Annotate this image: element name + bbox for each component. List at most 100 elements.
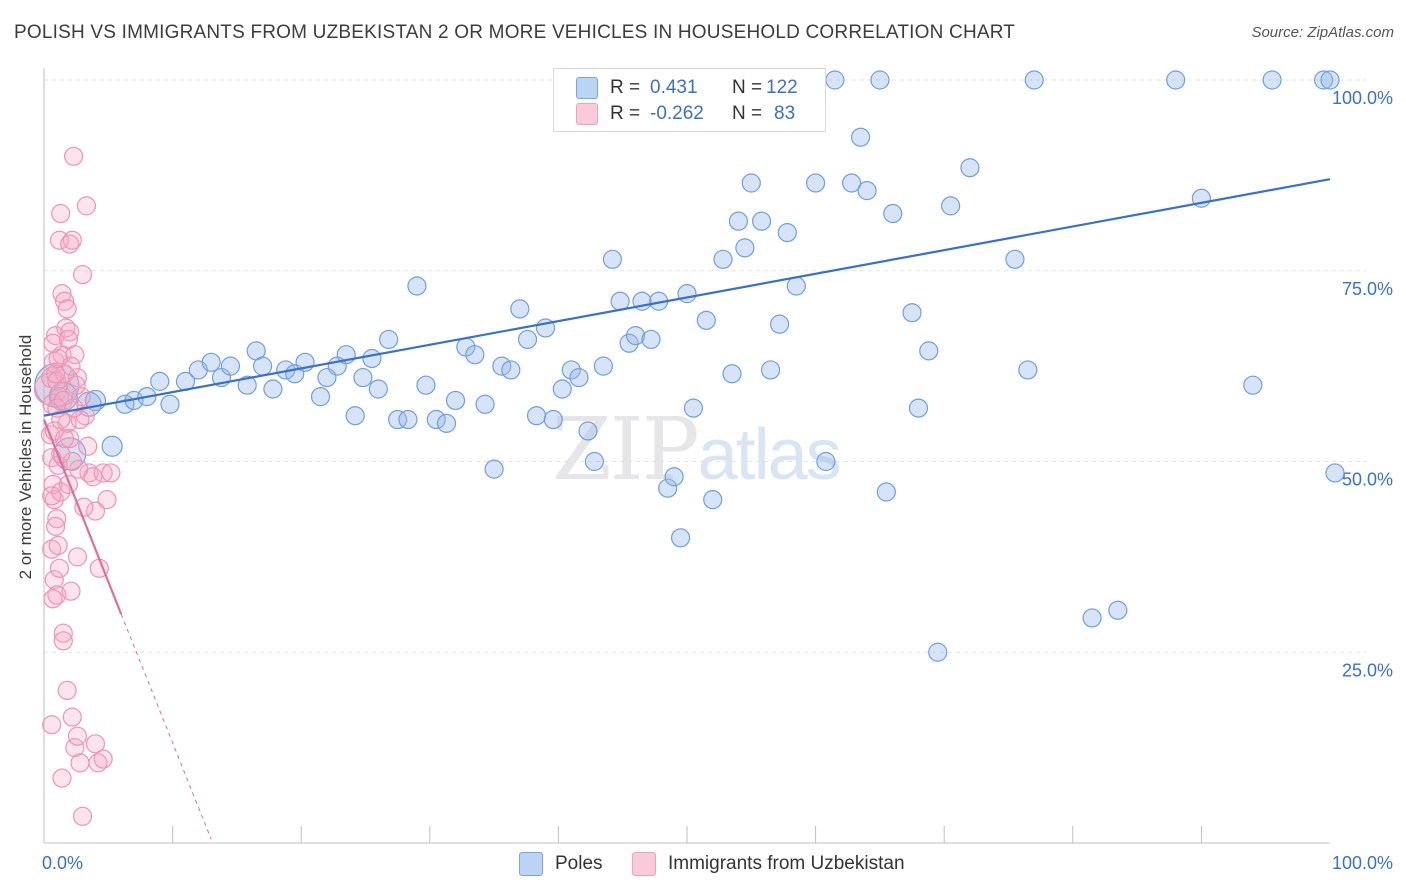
uzbekistan-point <box>69 459 89 479</box>
uzbekistan-point <box>67 367 88 388</box>
uzbekistan-point <box>67 726 88 746</box>
uzbekistan-point <box>42 715 62 735</box>
uzbekistan-point <box>53 390 73 411</box>
poles-point <box>569 367 589 388</box>
chart-title: POLISH VS IMMIGRANTS FROM UZBEKISTAN 2 O… <box>14 22 1016 43</box>
poles-point <box>445 390 466 411</box>
poles-point <box>1166 70 1186 90</box>
poles-point <box>658 478 678 498</box>
uzbekistan-point <box>79 463 99 483</box>
uzbekistan-point <box>75 406 95 426</box>
uzbekistan-trend-extension <box>120 613 212 840</box>
poles-point <box>805 173 826 193</box>
poles-point <box>416 375 436 395</box>
poles-point <box>253 356 273 376</box>
poles-point <box>552 379 572 399</box>
uzbekistan-point <box>60 322 80 342</box>
uzbekistan-point <box>42 486 62 506</box>
poles-point <box>407 276 427 296</box>
uzbekistan-point <box>54 291 75 311</box>
poles-point <box>842 173 862 193</box>
poles-point <box>741 173 761 193</box>
poles-point <box>602 249 623 269</box>
uzbekistan-point <box>65 738 85 758</box>
poles-point <box>584 451 605 472</box>
poles-point <box>728 211 749 231</box>
uzbekistan-point <box>70 409 90 430</box>
poles-point <box>664 467 684 487</box>
poles-point <box>1005 249 1025 269</box>
poles-point <box>1313 70 1334 90</box>
uzbekistan-point <box>47 585 67 605</box>
uzbekistan-point <box>45 516 66 536</box>
legend-item-poles[interactable]: Poles <box>519 852 603 876</box>
n-value-poles: 122 <box>766 77 798 98</box>
poles-point <box>677 284 697 304</box>
uzbekistan-point <box>49 558 70 578</box>
uzbekistan-point <box>51 203 71 224</box>
uzbekistan-point <box>45 364 66 384</box>
poles-point <box>851 127 871 147</box>
poles-point <box>777 223 797 243</box>
uzbekistan-swatch <box>576 103 598 125</box>
uzbekistan-trend-line <box>42 419 123 615</box>
poles-point <box>578 421 598 441</box>
bottom-legend: Poles Immigrants from Uzbekistan <box>0 852 1406 878</box>
poles-point <box>760 360 781 380</box>
poles-point <box>825 70 845 90</box>
poles-legend-label: Poles <box>555 853 603 874</box>
poles-point <box>625 326 646 346</box>
uzbekistan-point <box>61 356 81 376</box>
uzbekistan-point <box>62 451 82 472</box>
poles-point <box>1018 360 1038 380</box>
uzbekistan-point <box>71 387 91 407</box>
uzbekistan-point <box>47 371 67 391</box>
uzbekistan-point <box>53 623 73 643</box>
poles-point <box>1262 70 1282 90</box>
poles-point <box>619 333 639 353</box>
poles-swatch <box>576 77 598 99</box>
n-value-uzbekistan: 83 <box>774 103 796 124</box>
uzbekistan-point <box>66 375 86 395</box>
poles-point <box>362 348 382 369</box>
legend-item-uzbekistan[interactable]: Immigrants from Uzbekistan <box>632 852 905 876</box>
uzbekistan-legend-swatch <box>632 852 656 876</box>
r-label: R = <box>610 77 641 98</box>
poles-point <box>908 398 929 418</box>
uzbekistan-point <box>60 429 80 449</box>
stats-legend: R = 0.431 N = 122 R = -0.262 N = 83 <box>553 68 826 132</box>
n-label: N = <box>732 77 763 98</box>
stats-legend-row-poles: R = 0.431 N = 122 <box>576 75 798 101</box>
r-value-uzbekistan: -0.262 <box>650 103 704 124</box>
uzbekistan-point <box>57 299 77 319</box>
uzbekistan-point <box>48 535 68 556</box>
poles-point <box>1108 600 1128 620</box>
poles-point <box>517 329 538 350</box>
y-tick-label: 25.0% <box>1342 660 1393 680</box>
uzbekistan-point <box>85 734 106 754</box>
uzbekistan-point <box>52 284 72 304</box>
uzbekistan-point <box>63 146 84 166</box>
poles-point <box>593 356 614 376</box>
uzbekistan-point <box>51 409 71 430</box>
watermark-atlas: atlas <box>697 415 842 495</box>
uzbekistan-point <box>93 749 113 769</box>
poles-point <box>353 367 373 388</box>
poles-point <box>786 276 806 296</box>
uzbekistan-point <box>101 463 121 483</box>
y-tick-label: 100.0% <box>1332 88 1393 108</box>
poles-point <box>150 371 170 391</box>
poles-point <box>426 409 446 430</box>
poles-point <box>816 451 836 472</box>
uzbekistan-point <box>70 753 90 773</box>
poles-legend-swatch <box>519 852 543 876</box>
poles-point <box>160 394 180 414</box>
poles-point <box>870 70 890 90</box>
uzbekistan-point <box>58 329 79 350</box>
uzbekistan-point <box>67 547 88 567</box>
poles-point <box>510 299 530 319</box>
poles-point <box>902 303 922 323</box>
poles-point <box>1325 463 1345 483</box>
